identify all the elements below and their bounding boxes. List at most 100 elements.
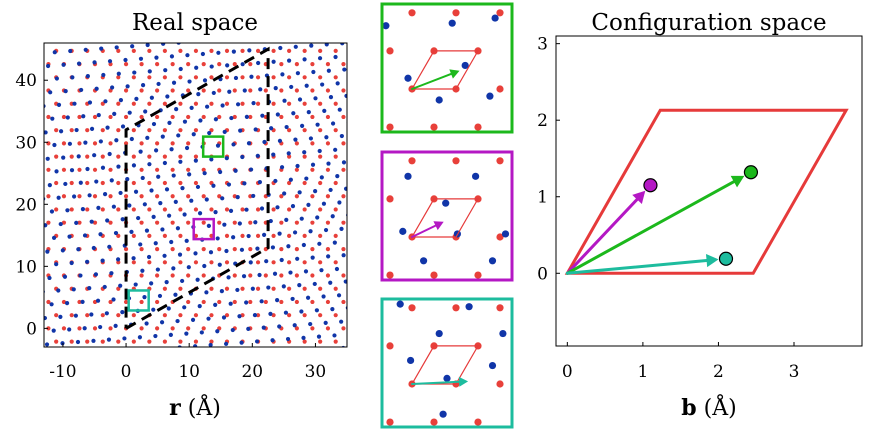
red-lattice-dot [54,154,59,159]
blue-lattice-dot [246,326,251,331]
blue-lattice-dot [244,114,249,119]
red-lattice-dot [123,88,129,93]
blue-lattice-dot [235,287,240,293]
red-lattice-dot [139,220,144,225]
unit-cell [564,108,849,275]
blue-lattice-dot [293,44,298,49]
red-lattice-dot [279,246,284,252]
blue-lattice-dot [65,115,70,120]
red-lattice-dot [131,260,136,265]
blue-lattice-dot [305,295,311,300]
red-lattice-dot [310,61,315,67]
red-lattice-dot [92,220,98,225]
red-lattice-dot [294,326,299,331]
blue-lattice-dot [295,350,299,354]
red-lattice-dot [178,339,183,344]
red-lattice-dot [302,233,307,238]
configuration-y-ticks: 0 1 2 3 [537,35,560,284]
blue-lattice-dot [151,214,156,219]
blue-lattice-dot [147,162,152,167]
red-lattice-dot [85,154,90,159]
blue-lattice-dot [230,327,235,333]
red-lattice-dot [171,36,175,40]
blue-lattice-dot [92,60,97,65]
zoom-displacement-arrow [411,376,469,387]
blue-lattice-dot [196,92,201,97]
blue-lattice-dot [168,332,173,337]
blue-lattice-dot [175,226,181,231]
blue-lattice-dot [277,231,282,236]
red-lattice-dot [69,339,74,344]
red-lattice-dot [318,75,323,80]
blue-lattice-dot [80,299,85,305]
zoom-red-dot [386,195,394,203]
red-lattice-dot [232,299,237,305]
teal-point [718,251,734,266]
blue-lattice-dot [120,217,125,222]
blue-lattice-dot [284,124,289,130]
red-lattice-dot [46,299,51,305]
blue-lattice-dot [122,336,127,341]
red-lattice-dot [93,36,97,40]
red-lattice-dot [349,102,353,106]
blue-lattice-dot [242,88,247,93]
red-lattice-dot [178,75,183,80]
blue-lattice-dot [239,247,245,252]
blue-lattice-dot [145,135,150,140]
red-lattice-dot [341,299,346,305]
blue-lattice-dot [317,56,323,61]
blue-lattice-dot [95,298,101,303]
red-lattice-dot [147,128,152,133]
blue-lattice-dot [233,75,239,81]
magenta-arrow [565,190,646,275]
red-lattice-dot [108,114,113,120]
red-lattice-dot [287,286,292,291]
blue-lattice-dot [130,44,135,49]
red-lattice-dot [248,36,252,40]
zoom-red-dot [430,418,438,426]
red-lattice-dot [147,75,152,80]
red-lattice-dot [39,260,43,264]
red-lattice-dot [279,273,284,278]
red-lattice-dot [287,75,292,80]
blue-lattice-dot [74,220,79,225]
red-lattice-dot [131,313,136,318]
blue-lattice-dot [304,83,309,88]
blue-lattice-dot [169,147,174,152]
blue-lattice-dot [239,340,244,345]
blue-lattice-dot [45,63,51,69]
blue-lattice-dot [253,220,258,225]
red-lattice-dot [92,194,98,199]
red-lattice-dot [349,49,353,53]
blue-lattice-dot [348,239,352,243]
red-lattice-dot [318,233,323,238]
red-lattice-dot [92,326,98,331]
red-lattice-dot [69,313,74,318]
blue-lattice-dot [58,221,63,227]
red-lattice-dot [162,313,167,318]
red-lattice-dot [162,101,167,106]
y-tick-label: 2 [537,111,548,131]
blue-lattice-dot [120,309,125,315]
red-lattice-dot [217,61,222,67]
zoom-blue-dot [499,329,507,338]
blue-lattice-dot [308,321,313,327]
red-lattice-dot [116,48,121,53]
red-lattice-dot [116,101,121,106]
red-lattice-dot [186,36,190,40]
blue-lattice-dot [202,78,208,83]
blue-lattice-dot [89,126,95,131]
red-lattice-dot [170,61,175,67]
blue-lattice-dot [163,68,168,73]
blue-lattice-dot [37,51,41,55]
red-lattice-dot [100,154,105,159]
red-lattice-dot [326,36,330,40]
blue-lattice-dot [140,268,145,273]
blue-lattice-dot [190,317,196,322]
red-lattice-dot [69,207,74,212]
blue-lattice-dot [229,115,234,121]
blue-lattice-dot [131,349,135,353]
red-lattice-dot [209,339,214,344]
blue-lattice-dot [71,287,76,292]
red-lattice-dot [209,101,214,106]
